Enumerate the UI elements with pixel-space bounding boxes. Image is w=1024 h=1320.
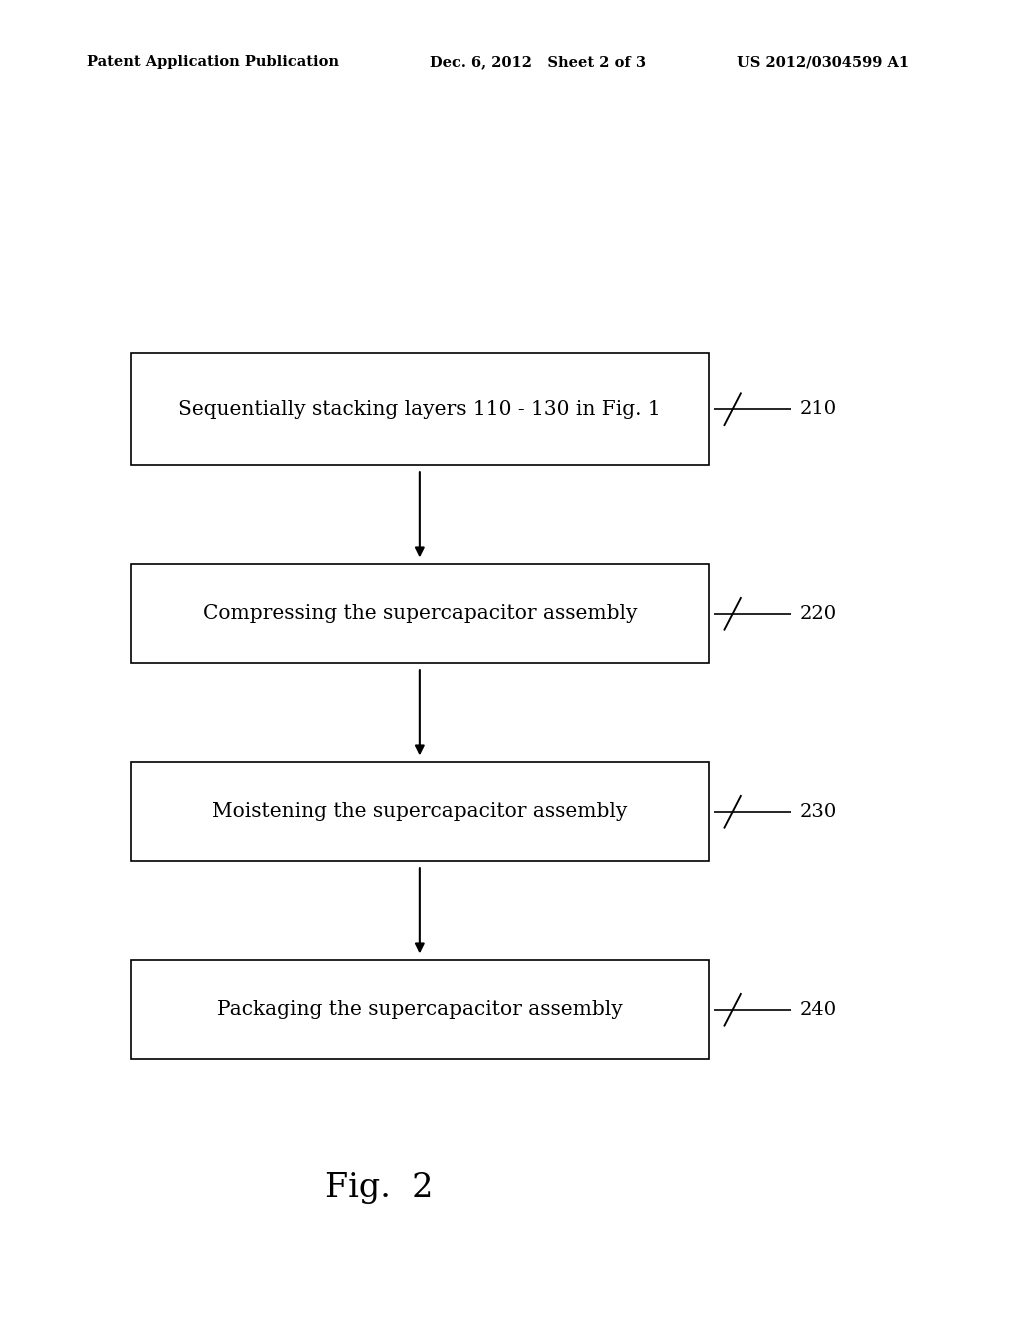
- Text: 240: 240: [799, 1001, 837, 1019]
- Bar: [131, 961, 709, 1059]
- Text: US 2012/0304599 A1: US 2012/0304599 A1: [737, 55, 909, 70]
- Text: Sequentially stacking layers 110 - 130 in Fig. 1: Sequentially stacking layers 110 - 130 i…: [178, 400, 662, 418]
- Text: Dec. 6, 2012   Sheet 2 of 3: Dec. 6, 2012 Sheet 2 of 3: [430, 55, 646, 70]
- Bar: [131, 762, 709, 861]
- Text: Patent Application Publication: Patent Application Publication: [87, 55, 339, 70]
- Text: 220: 220: [799, 605, 837, 623]
- Text: Moistening the supercapacitor assembly: Moistening the supercapacitor assembly: [212, 803, 628, 821]
- Text: 210: 210: [799, 400, 837, 418]
- Text: 230: 230: [799, 803, 837, 821]
- Text: Packaging the supercapacitor assembly: Packaging the supercapacitor assembly: [217, 1001, 623, 1019]
- Bar: [131, 354, 709, 466]
- Bar: [131, 565, 709, 663]
- Text: Compressing the supercapacitor assembly: Compressing the supercapacitor assembly: [203, 605, 637, 623]
- Text: Fig.  2: Fig. 2: [325, 1172, 433, 1204]
